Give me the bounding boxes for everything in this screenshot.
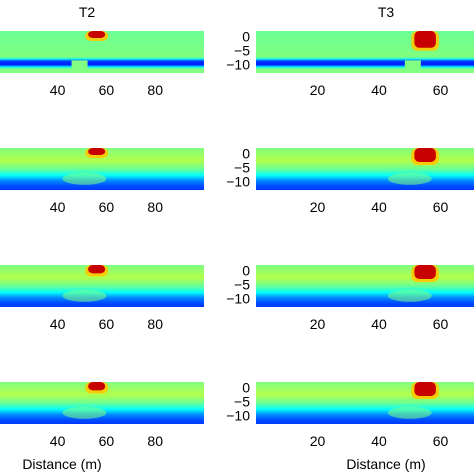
x-tick-label: 40 [371,316,387,332]
x-tick-label: 80 [147,82,163,98]
column-title: T3 [378,4,395,20]
x-tick-label: 80 [147,316,163,332]
y-tick-label: −5 [234,394,250,410]
anomaly-core [414,148,436,162]
anomaly-core [88,265,106,274]
column-title: T2 [79,4,96,20]
heatmap-panel-r1-c1 [0,31,204,73]
x-tick-label: 60 [99,433,115,449]
heatmap-field [256,382,474,424]
anomaly-core [88,148,106,155]
heatmap-panel-r4-c1 [0,382,204,424]
anomaly-core [414,382,436,396]
anomaly-core [414,31,436,48]
x-tick-label: 60 [99,316,115,332]
layer-gap [404,60,421,69]
y-tick-label: 0 [242,146,250,162]
x-tick-label: 60 [99,82,115,98]
x-tick-label: 40 [50,316,66,332]
x-tick-label: 80 [147,433,163,449]
anomaly-core [414,265,436,279]
heatmap-field [256,148,474,190]
x-tick-label: 40 [371,433,387,449]
x-tick-label: 20 [310,82,326,98]
x-tick-label: 40 [50,82,66,98]
y-tick-label: 0 [242,263,250,279]
y-tick-label: 0 [242,380,250,396]
layer-bulge [62,172,107,185]
x-tick-label: 60 [433,199,449,215]
y-tick-label: −10 [226,291,250,307]
x-tick-label: 20 [310,433,326,449]
axis-labels: 406080204060800−5−10406080204060800−5−10… [22,4,449,472]
x-tick-label: 20 [310,199,326,215]
heatmap-panels [0,31,474,424]
layer-bulge [387,406,432,419]
x-tick-label: 40 [371,82,387,98]
heatmap-panel-r4-c2 [256,382,474,424]
y-tick-label: −10 [226,174,250,190]
y-tick-label: −10 [226,408,250,424]
x-axis-label: Distance (m) [346,456,425,472]
layer-bulge [62,406,107,419]
heatmap-panel-r2-c1 [0,148,204,190]
x-tick-label: 20 [310,316,326,332]
x-tick-label: 40 [50,199,66,215]
y-tick-label: −10 [226,57,250,73]
heatmap-field [256,31,474,73]
x-tick-label: 40 [50,433,66,449]
y-tick-label: 0 [242,29,250,45]
anomaly-core [88,31,106,38]
layer-bulge [62,289,107,302]
heatmap-panel-r1-c2 [256,31,474,73]
layer-bulge [387,172,432,185]
x-tick-label: 60 [433,82,449,98]
heatmap-field [256,265,474,307]
x-tick-label: 60 [99,199,115,215]
anomaly-core [88,382,106,391]
layer-gap [71,60,88,69]
heatmap-panel-r3-c1 [0,265,204,307]
heatmap-panel-r2-c2 [256,148,474,190]
x-tick-label: 80 [147,199,163,215]
y-tick-label: −5 [234,160,250,176]
x-axis-label: Distance (m) [22,456,101,472]
y-tick-label: −5 [234,277,250,293]
x-tick-label: 60 [433,316,449,332]
layer-bulge [387,289,432,302]
x-tick-label: 60 [433,433,449,449]
heatmap-panel-r3-c2 [256,265,474,307]
x-tick-label: 40 [371,199,387,215]
y-tick-label: −5 [234,43,250,59]
